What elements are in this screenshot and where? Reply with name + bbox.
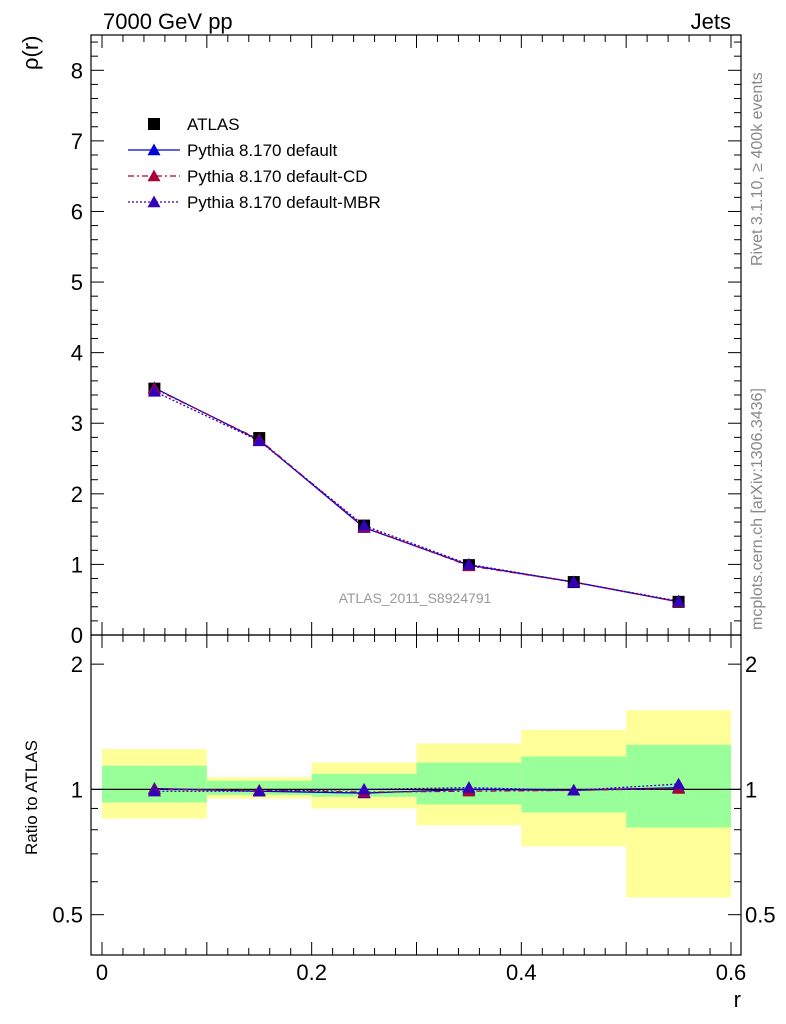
main-y-tick-label: 2 xyxy=(71,482,83,507)
main-series-point-3 xyxy=(567,575,581,588)
main-y-tick-label: 5 xyxy=(71,270,83,295)
main-series-point-3 xyxy=(357,519,371,531)
main-series-point-3 xyxy=(252,434,266,447)
main-y-tick-label: 0 xyxy=(71,623,83,648)
x-axis-title: r xyxy=(734,987,741,1012)
main-series-point-3 xyxy=(147,384,161,397)
legend-marker-3 xyxy=(147,195,161,208)
ratio-y-tick-label: 0.5 xyxy=(52,903,83,928)
main-series-group xyxy=(147,381,686,608)
ratio-series-group xyxy=(147,777,686,799)
ratio-series-point-2 xyxy=(672,777,686,790)
ratio-axis-ticks: 0.5 0.5 1 1 2 2 0 0.2 0.4 0.6 xyxy=(52,635,776,985)
ratio-y-axis-title: Ratio to ATLAS xyxy=(22,740,41,855)
ratio-series-point-2 xyxy=(567,783,581,796)
legend-marker-atlas xyxy=(148,118,160,130)
main-y-tick-label: 3 xyxy=(71,411,83,436)
ratio-series-point-2 xyxy=(357,782,371,795)
main-y-axis-title: ρ(r) xyxy=(18,36,43,71)
legend-label-1: Pythia 8.170 default xyxy=(187,141,338,160)
main-axis-ticks: 0 1 2 3 4 5 6 7 8 xyxy=(71,35,741,648)
ratio-y-tick-label-right: 1 xyxy=(745,777,757,802)
mcplots-label: mcplots.cern.ch [arXiv:1306.3436] xyxy=(749,388,766,630)
ratio-series-point-2 xyxy=(462,781,476,793)
main-y-tick-label: 8 xyxy=(71,58,83,83)
main-y-tick-label: 1 xyxy=(71,552,83,577)
legend-label-3: Pythia 8.170 default-MBR xyxy=(187,193,381,212)
header-left: 7000 GeV pp xyxy=(103,9,233,34)
main-series-line-3 xyxy=(154,390,679,602)
main-series-point-3 xyxy=(672,594,686,607)
ratio-y-tick-label: 1 xyxy=(71,777,83,802)
x-tick-label: 0.2 xyxy=(296,960,327,985)
legend-label-0: ATLAS xyxy=(187,115,240,134)
main-series-line-1 xyxy=(154,387,679,603)
legend: ATLAS Pythia 8.170 default Pythia 8.170 de… xyxy=(128,115,381,212)
ratio-error-bands xyxy=(91,710,741,898)
ratio-series-line-1 xyxy=(154,787,679,793)
x-tick-label: 0 xyxy=(96,960,108,985)
legend-marker-2 xyxy=(147,169,161,182)
ratio-y-tick-label-right: 2 xyxy=(745,652,757,677)
x-tick-label: 0.6 xyxy=(716,960,747,985)
ratio-y-tick-label: 2 xyxy=(71,652,83,677)
ratio-plot-frame xyxy=(90,634,742,956)
ratio-y-tick-label-right: 0.5 xyxy=(745,903,776,928)
main-series-point-3 xyxy=(462,557,476,570)
main-series-line-2 xyxy=(154,388,679,603)
x-tick-label: 0.4 xyxy=(506,960,537,985)
analysis-id-label: ATLAS_2011_S8924791 xyxy=(339,590,492,606)
header-right: Jets xyxy=(691,9,731,34)
ratio-series-point-2 xyxy=(147,784,161,797)
main-y-tick-label: 4 xyxy=(71,341,83,366)
legend-label-2: Pythia 8.170 default-CD xyxy=(187,167,368,186)
ratio-series-line-2 xyxy=(154,783,679,792)
rivet-label: Rivet 3.1.10, ≥ 400k events xyxy=(749,72,766,266)
main-y-tick-label: 7 xyxy=(71,129,83,154)
ratio-series-point-2 xyxy=(252,784,266,797)
main-y-tick-label: 6 xyxy=(71,199,83,224)
legend-marker-1 xyxy=(147,143,161,156)
